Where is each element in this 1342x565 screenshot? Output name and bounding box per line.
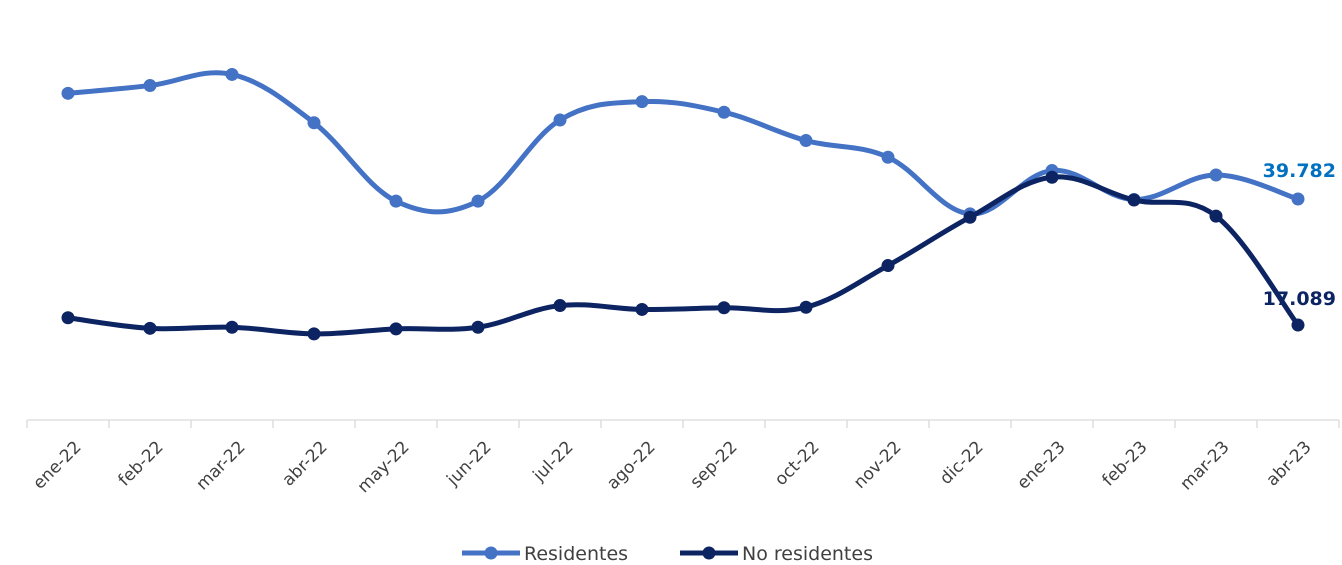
x-tick-label: jun-22 xyxy=(442,437,495,490)
legend: Residentes No residentes xyxy=(462,543,873,565)
data-point xyxy=(963,210,977,224)
data-labels: 39.782 17.089 xyxy=(1263,160,1336,310)
x-axis: ene-22 feb-22 mar-22 abr-22 may-22 jun-22 jul-… xyxy=(26,419,1340,497)
data-point xyxy=(225,320,239,334)
data-point xyxy=(799,134,813,148)
legend-label-no-residentes: No residentes xyxy=(742,543,873,565)
data-point xyxy=(61,86,75,100)
x-tick-label: ene-22 xyxy=(29,437,85,493)
x-tick-label: feb-22 xyxy=(114,437,167,490)
data-point xyxy=(1291,318,1305,332)
x-tick-label: ene-23 xyxy=(1013,437,1069,493)
data-point xyxy=(61,311,75,325)
data-point xyxy=(1209,209,1223,223)
data-point xyxy=(1045,170,1059,184)
x-tick-label: sep-22 xyxy=(686,437,741,492)
data-point xyxy=(225,67,239,81)
x-tick-label: mar-23 xyxy=(1177,437,1234,494)
legend-item-residentes[interactable]: Residentes xyxy=(462,543,628,565)
series-no-residentes xyxy=(61,170,1305,341)
x-tick-label: jul-22 xyxy=(529,437,578,486)
legend-marker-no-residentes xyxy=(702,546,716,560)
legend-marker-residentes xyxy=(484,546,498,560)
data-point xyxy=(1291,192,1305,206)
data-point xyxy=(1127,193,1141,207)
data-point xyxy=(553,113,567,127)
data-point xyxy=(717,105,731,119)
x-tick-label: feb-23 xyxy=(1098,437,1151,490)
data-point xyxy=(635,95,649,109)
end-label-no-residentes: 17.089 xyxy=(1263,288,1336,310)
data-point xyxy=(1209,168,1223,182)
data-point xyxy=(143,321,157,335)
data-point xyxy=(635,302,649,316)
data-point xyxy=(389,322,403,336)
data-point xyxy=(717,301,731,315)
x-tick-label: nov-22 xyxy=(850,437,906,493)
data-point xyxy=(389,194,403,208)
data-point xyxy=(799,300,813,314)
data-point xyxy=(881,259,895,273)
data-point xyxy=(471,320,485,334)
data-point xyxy=(553,299,567,313)
x-tick-label: dic-22 xyxy=(936,437,987,488)
series-line-no-residentes xyxy=(65,174,1301,337)
x-tick-label: oct-22 xyxy=(771,437,823,489)
data-point xyxy=(881,150,895,164)
data-point xyxy=(307,327,321,341)
legend-label-residentes: Residentes xyxy=(524,543,628,565)
x-tick-label: may-22 xyxy=(354,437,414,497)
x-tick-label: mar-22 xyxy=(193,437,250,494)
series-layer xyxy=(61,67,1305,341)
legend-item-no-residentes[interactable]: No residentes xyxy=(680,543,873,565)
x-tick-label: abr-23 xyxy=(1263,437,1316,490)
x-tick-label: ago-22 xyxy=(603,437,659,493)
x-tick-label: abr-22 xyxy=(279,437,332,490)
data-point xyxy=(307,116,321,130)
end-label-residentes: 39.782 xyxy=(1263,160,1336,182)
data-point xyxy=(471,194,485,208)
data-point xyxy=(143,79,157,93)
